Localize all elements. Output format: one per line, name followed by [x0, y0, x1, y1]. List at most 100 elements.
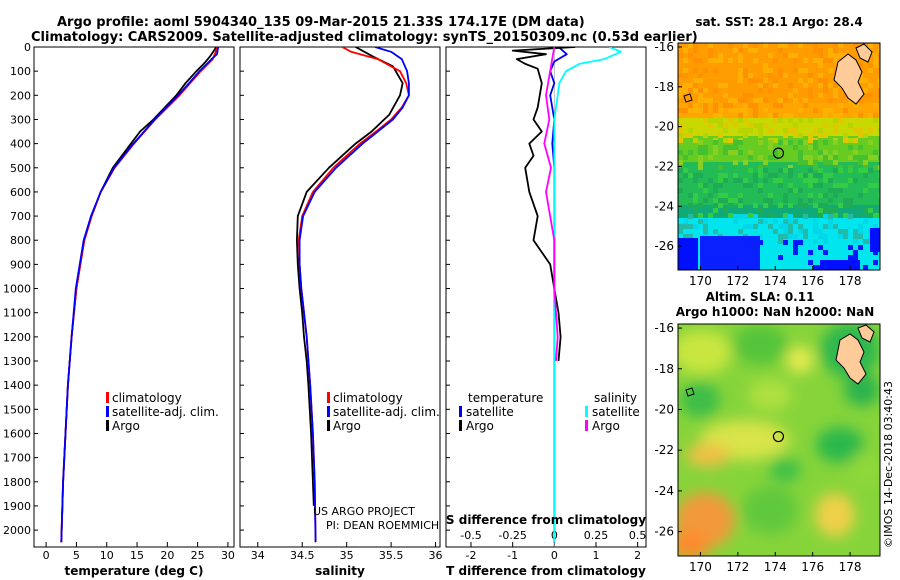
sst-pixel	[808, 198, 813, 203]
sst-pixel	[698, 213, 703, 218]
sst-pixel	[868, 208, 873, 213]
sst-pixel	[713, 113, 718, 118]
sst-pixel	[873, 58, 878, 63]
sst-pixel	[768, 265, 773, 270]
sst-pixel	[738, 73, 743, 78]
sst-pixel	[693, 108, 698, 113]
sst-pixel	[758, 260, 763, 265]
sst-pixel	[693, 178, 698, 183]
island-shape	[857, 324, 875, 343]
sst-pixel	[793, 145, 798, 150]
sst-pixel	[723, 138, 728, 143]
sst-pixel	[718, 178, 723, 183]
map-x-tick-label: 172	[726, 560, 749, 574]
temperature-plot-frame	[33, 46, 235, 548]
sst-pixel	[768, 260, 773, 265]
sst-pixel	[878, 88, 880, 93]
depth-tick-label: 1000	[3, 283, 31, 296]
sst-pixel	[783, 53, 788, 58]
sst-pixel	[808, 78, 813, 83]
sst-pixel	[838, 188, 843, 193]
sst-pixel	[763, 123, 768, 128]
sst-pixel	[878, 208, 880, 213]
sst-pixel	[823, 58, 828, 63]
sst-pixel	[808, 173, 813, 178]
sst-pixel	[753, 178, 758, 183]
sst-pixel	[783, 193, 788, 198]
legend-title-temperature: temperature	[468, 391, 543, 405]
sst-pixel	[838, 53, 843, 58]
sst-pixel	[728, 198, 733, 203]
depth-tick-label: 600	[10, 186, 31, 199]
sst-pixel	[818, 208, 823, 213]
sst-pixel	[818, 58, 823, 63]
x-tick-label: 10	[100, 549, 114, 562]
sst-pixel	[793, 265, 798, 270]
sst-pixel	[693, 88, 698, 93]
map-x-tick-label: 178	[839, 274, 862, 288]
sst-pixel	[833, 123, 838, 128]
sst-pixel	[678, 160, 683, 165]
sst-pixel	[863, 88, 868, 93]
sst-pixel	[783, 234, 788, 239]
sst-pixel	[833, 43, 838, 48]
sst-pixel	[848, 255, 853, 260]
sst-pixel	[718, 183, 723, 188]
sst-pixel	[838, 165, 843, 170]
sst-pixel	[723, 193, 728, 198]
sst-pixel	[863, 188, 868, 193]
sst-pixel	[758, 98, 763, 103]
sst-pixel	[773, 83, 778, 88]
sst-pixel	[708, 123, 713, 128]
sst-pixel	[743, 183, 748, 188]
sst-pixel	[828, 160, 833, 165]
sst-pixel	[703, 68, 708, 73]
sst-pixel	[758, 208, 763, 213]
legend-label-argo: Argo	[112, 419, 140, 433]
sst-pixel	[858, 265, 863, 270]
salinity-series	[295, 47, 410, 543]
map-x-tick-label: 178	[839, 560, 862, 574]
sst-pixel	[693, 224, 698, 229]
sst-pixel	[693, 83, 698, 88]
sst-pixel	[698, 98, 703, 103]
sst-pixel	[853, 239, 858, 244]
sst-pixel	[773, 229, 778, 234]
sst-pixel	[828, 208, 833, 213]
sst-pixel	[743, 43, 748, 48]
sst-pixel	[683, 58, 688, 63]
sst-pixel	[688, 88, 693, 93]
sst-pixel	[753, 48, 758, 53]
sst-pixel	[773, 113, 778, 118]
sst-pixel	[863, 168, 868, 173]
credit-line-2: PI: DEAN ROEMMICH	[326, 519, 439, 532]
sst-pixel	[683, 173, 688, 178]
sst-pixel	[783, 98, 788, 103]
sst-pixel	[693, 78, 698, 83]
sst-pixel	[793, 240, 798, 245]
sst-pixel	[678, 138, 683, 143]
depth-tick-label: 100	[10, 65, 31, 78]
sst-pixel	[823, 224, 828, 229]
sst-pixel	[783, 219, 788, 224]
sst-pixel	[833, 160, 838, 165]
sst-pixel	[808, 160, 813, 165]
legend-swatch-climatology	[327, 392, 330, 403]
sst-pixel	[728, 213, 733, 218]
sst-pixel	[788, 113, 793, 118]
sst-pixel	[823, 208, 828, 213]
sst-pixel	[728, 58, 733, 63]
legend-label-sal-argo: Argo	[592, 419, 620, 433]
sst-pixel	[718, 83, 723, 88]
sst-pixel	[723, 208, 728, 213]
sst-pixel	[743, 133, 748, 138]
sst-profile-location-marker	[772, 147, 785, 159]
sst-pixel	[793, 88, 798, 93]
sst-pixel	[698, 203, 703, 208]
sst-pixel	[803, 203, 808, 208]
x-tick-label: -2	[466, 549, 477, 562]
sst-pixel	[818, 48, 823, 53]
sst-pixel	[713, 150, 718, 155]
sst-pixel	[793, 53, 798, 58]
sst-pixel	[768, 68, 773, 73]
